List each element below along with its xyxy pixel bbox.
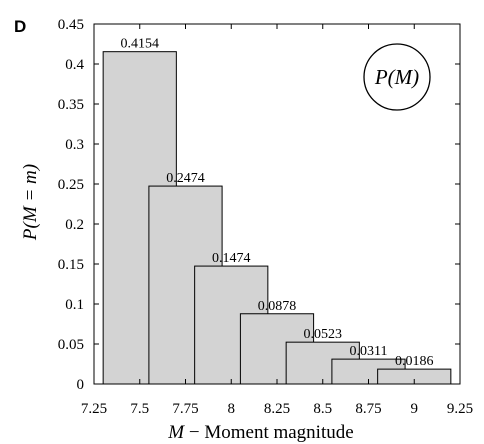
y-axis-label: P(M = m): [20, 164, 41, 241]
bar-value-label: 0.2474: [166, 171, 205, 186]
bar-value-label: 0.0523: [304, 327, 343, 342]
y-tick-label: 0.3: [65, 137, 84, 153]
y-tick-label: 0.35: [58, 97, 84, 113]
x-tick-label: 7.75: [172, 401, 198, 417]
y-tick-label: 0.4: [65, 57, 84, 73]
x-axis-label-variable: M: [167, 422, 185, 443]
x-tick-label: 8.75: [355, 401, 381, 417]
annotation-text: P(M): [374, 65, 419, 89]
ticks-layer: 0 0.05 0.1 0.15 0.2 0.25 0.3 0.35 0.4 0.45 7.25 7.5…: [58, 17, 473, 417]
annotation-circle: [363, 43, 431, 111]
x-tick-label: 8.25: [264, 401, 290, 417]
y-tick-label: 0.05: [58, 337, 84, 353]
x-axis-label: M − Moment magnitude: [167, 422, 353, 443]
x-axis-label-text: − Moment magnitude: [184, 422, 354, 443]
y-tick-label: 0.1: [65, 297, 84, 313]
bar-value-label: 0.0311: [350, 344, 388, 359]
bar-value-label: 0.0878: [258, 299, 297, 314]
x-tick-label: 7.25: [81, 401, 107, 417]
x-tick-label: 7.5: [130, 401, 149, 417]
x-tick-label: 9: [411, 401, 419, 417]
annotation-badge: P(M): [363, 43, 431, 111]
panel-label: D: [14, 17, 26, 36]
x-tick-label: 8: [228, 401, 236, 417]
y-tick-label: 0.45: [58, 17, 84, 33]
y-tick-label: 0.25: [58, 177, 84, 193]
value-labels-layer: 0.4154 0.2474 0.1474 0.0878 0.0523 0.0311 0.01…: [121, 37, 434, 369]
y-tick-label: 0.15: [58, 257, 84, 273]
bar-value-label: 0.0186: [395, 354, 434, 369]
bar-value-label: 0.1474: [212, 251, 251, 266]
x-tick-label: 8.5: [313, 401, 332, 417]
bar-value-label: 0.4154: [121, 37, 160, 52]
y-tick-label: 0: [77, 377, 85, 393]
bars-layer: [102, 51, 452, 385]
y-tick-label: 0.2: [65, 217, 84, 233]
x-tick-label: 9.25: [447, 401, 473, 417]
